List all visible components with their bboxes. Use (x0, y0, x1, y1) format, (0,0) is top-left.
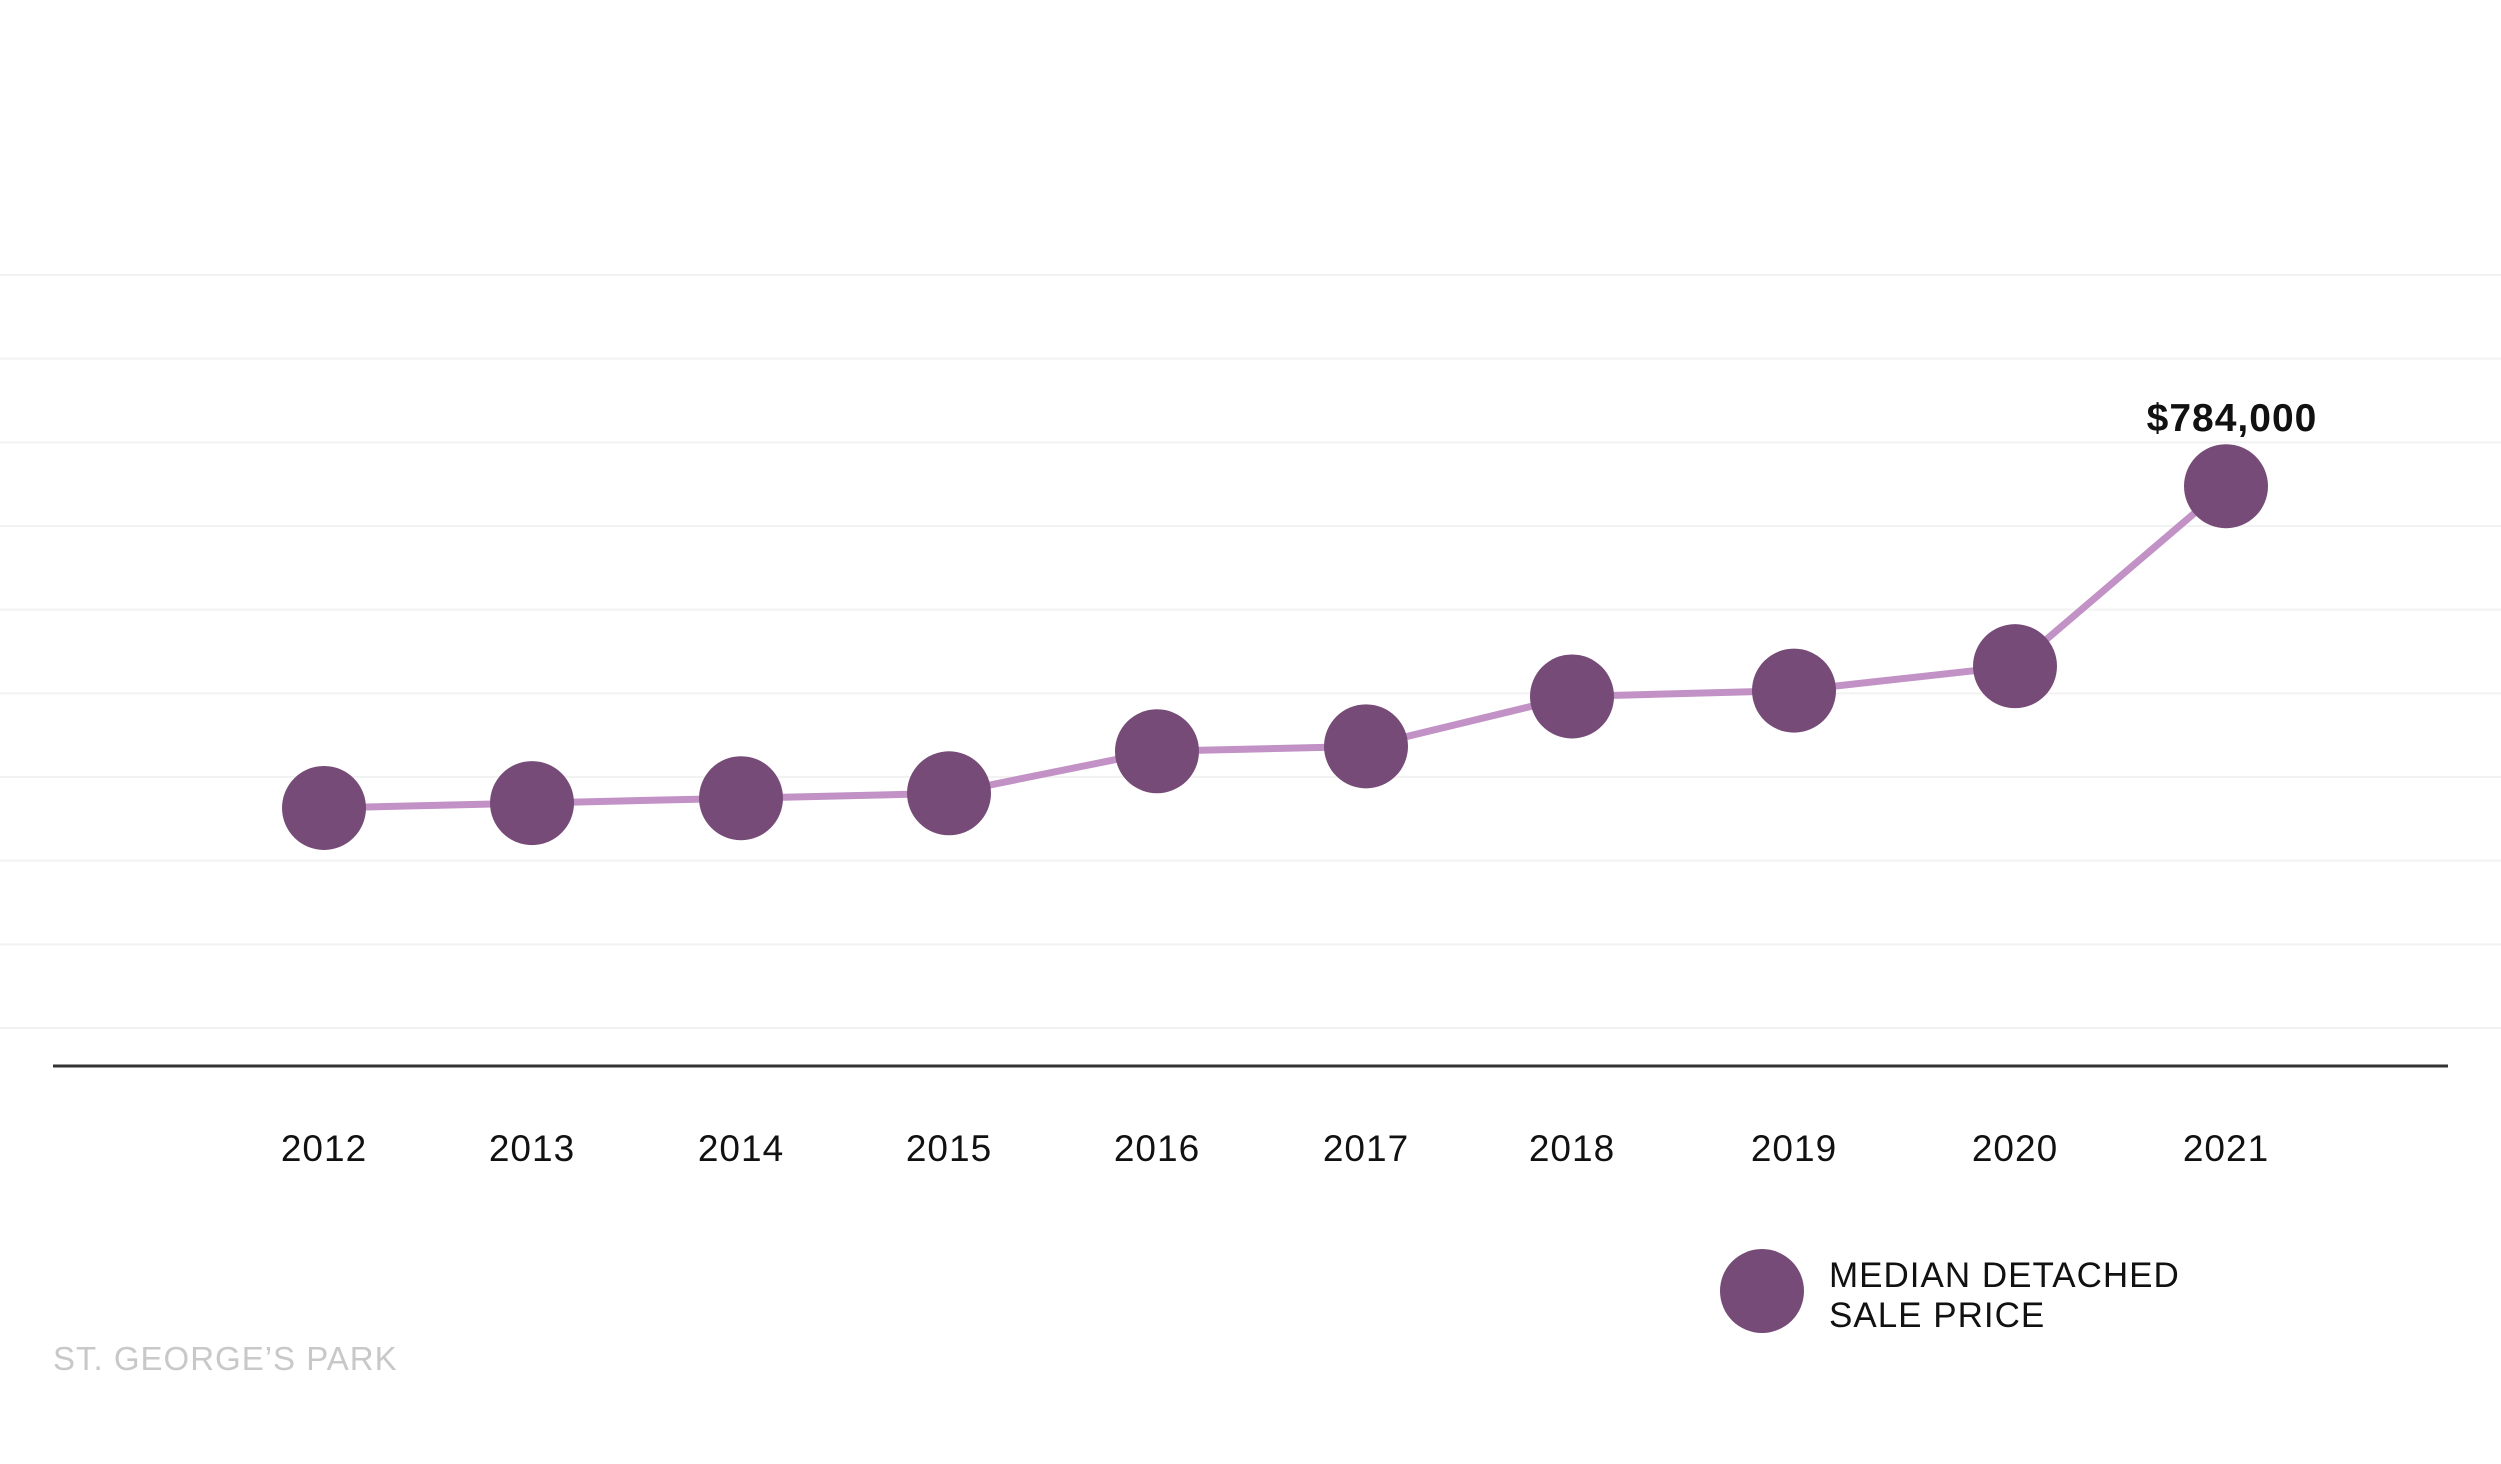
x-tick-label-2020: 2020 (1972, 1128, 2058, 1169)
legend-swatch (1720, 1249, 1804, 1333)
x-tick-label-2014: 2014 (698, 1128, 784, 1169)
x-tick-labels: 2012 2013 2014 2015 2016 2017 2018 2019 2020 2021 (281, 1128, 2269, 1169)
data-point-2020 (1973, 624, 2057, 709)
data-point-2016 (1115, 709, 1199, 794)
data-point-2017 (1324, 704, 1408, 789)
legend-label-line-2: SALE PRICE (1829, 1296, 2045, 1335)
x-tick-label-2012: 2012 (281, 1128, 367, 1169)
data-point-2014 (699, 756, 783, 841)
data-point-2021 (2184, 444, 2268, 529)
gridlines (0, 274, 2501, 1029)
series-line (323, 483, 2229, 812)
data-labels: $784,000 (2147, 397, 2318, 440)
legend: MEDIAN DETACHED SALE PRICE (1720, 1249, 2180, 1335)
x-tick-label-2013: 2013 (489, 1128, 575, 1169)
x-tick-label-2015: 2015 (906, 1128, 992, 1169)
data-point-2015 (907, 751, 991, 836)
series-line-group (323, 483, 2229, 812)
data-point-2019 (1752, 648, 1836, 733)
data-point-2012 (282, 765, 366, 850)
legend-label-line-1: MEDIAN DETACHED (1829, 1256, 2180, 1295)
x-tick-label-2018: 2018 (1529, 1128, 1615, 1169)
x-tick-label-2017: 2017 (1323, 1128, 1409, 1169)
x-tick-label-2021: 2021 (2183, 1128, 2269, 1169)
data-label-2021: $784,000 (2147, 397, 2318, 440)
x-tick-label-2019: 2019 (1751, 1128, 1837, 1169)
data-point-2013 (490, 761, 574, 846)
series-points-group (282, 444, 2268, 850)
data-point-2018 (1530, 654, 1614, 739)
x-tick-label-2016: 2016 (1114, 1128, 1200, 1169)
watermark-text: ST. GEORGE’S PARK (53, 1340, 398, 1377)
